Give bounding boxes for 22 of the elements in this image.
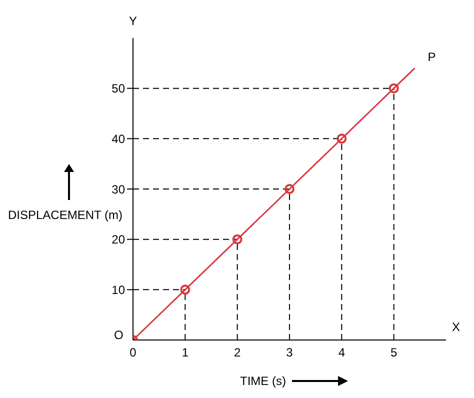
x-tick-label: 2 bbox=[234, 346, 241, 360]
annotation: O bbox=[114, 328, 124, 342]
point bbox=[336, 134, 347, 144]
point bbox=[232, 234, 242, 244]
point bbox=[388, 83, 399, 94]
y-tick-label: 10 bbox=[112, 282, 126, 297]
y-axis-title: DISPLACEMENT (m) bbox=[8, 208, 122, 222]
x-tick-label: 4 bbox=[338, 346, 346, 360]
x-tick-label: 5 bbox=[390, 346, 398, 360]
y-tick-label: 50 bbox=[112, 82, 126, 96]
y-tick-label: 30 bbox=[112, 182, 126, 196]
point bbox=[180, 284, 190, 295]
text: X bbox=[452, 320, 460, 334]
x-axis-title: TIME (s) bbox=[240, 374, 286, 388]
text: Y bbox=[129, 14, 138, 28]
x-tick-label: 0 bbox=[130, 346, 137, 360]
annotation: P bbox=[428, 50, 436, 64]
x-tick-label: 1 bbox=[182, 346, 189, 360]
x-tick-label: 3 bbox=[286, 346, 294, 360]
y-tick-label: 40 bbox=[112, 132, 126, 146]
y-tick-label: 20 bbox=[112, 232, 126, 247]
point bbox=[284, 184, 294, 194]
